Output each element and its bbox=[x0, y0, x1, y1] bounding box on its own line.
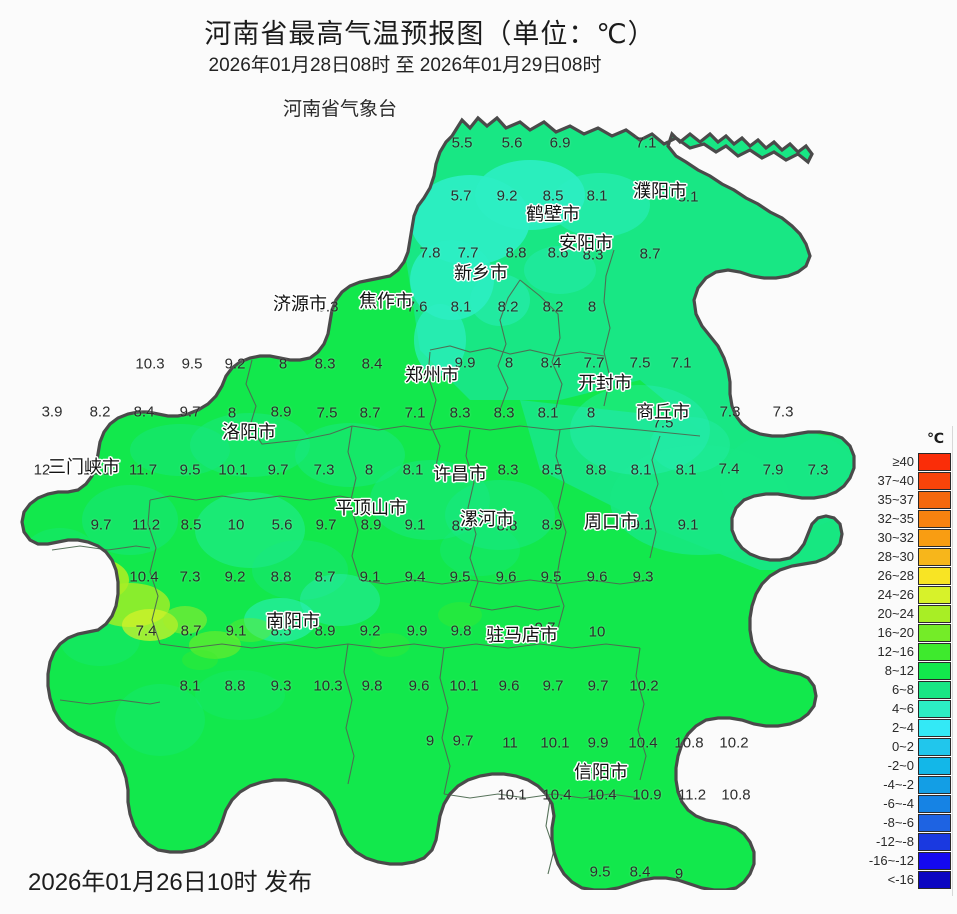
legend-band-swatch bbox=[918, 870, 951, 889]
legend-band: -2~0 bbox=[868, 756, 954, 775]
legend-band-label: 20~24 bbox=[877, 606, 914, 621]
legend-band-swatch bbox=[918, 718, 951, 737]
legend-band: 12~16 bbox=[868, 642, 954, 661]
legend-band-swatch bbox=[918, 699, 951, 718]
legend-band-swatch bbox=[918, 566, 951, 585]
legend-band-swatch bbox=[918, 452, 951, 471]
legend-band-swatch bbox=[918, 471, 951, 490]
legend-band-label: 37~40 bbox=[877, 473, 914, 488]
legend-band-label: ≥40 bbox=[892, 454, 914, 469]
legend-band-swatch bbox=[918, 604, 951, 623]
legend-band-swatch bbox=[918, 623, 951, 642]
legend-band: 16~20 bbox=[868, 623, 954, 642]
temperature-raster bbox=[22, 118, 854, 890]
legend-band-label: -6~-4 bbox=[883, 796, 914, 811]
legend-band-swatch bbox=[918, 585, 951, 604]
legend-band-swatch bbox=[918, 680, 951, 699]
legend-band-swatch bbox=[918, 661, 951, 680]
legend-band: -6~-4 bbox=[868, 794, 954, 813]
legend-band-label: 24~26 bbox=[877, 587, 914, 602]
legend-band: -4~-2 bbox=[868, 775, 954, 794]
legend-band-label: 2~4 bbox=[891, 720, 914, 735]
legend-band: -8~-6 bbox=[868, 813, 954, 832]
page-title: 河南省最高气温预报图（单位：℃） bbox=[204, 19, 656, 49]
legend-band: 32~35 bbox=[868, 509, 954, 528]
legend-band: 2~4 bbox=[868, 718, 954, 737]
legend-band: ≥40 bbox=[868, 452, 954, 471]
legend-band-label: -12~-8 bbox=[876, 834, 914, 849]
legend-band-label: 32~35 bbox=[877, 511, 914, 526]
legend-band-list: ≥40 37~40 35~37 32~35 30~32 28~30 26~28 24~26 20… bbox=[868, 452, 954, 889]
legend-band-swatch bbox=[918, 528, 951, 547]
legend-band: 37~40 bbox=[868, 471, 954, 490]
legend-band-swatch bbox=[918, 756, 951, 775]
temperature-legend: ℃ ≥40 37~40 35~37 32~35 30~32 28~30 26~28 24~26… bbox=[868, 426, 954, 896]
map-svg bbox=[20, 116, 856, 890]
legend-band: 28~30 bbox=[868, 547, 954, 566]
legend-band-swatch bbox=[918, 832, 951, 851]
legend-band-label: -2~0 bbox=[887, 758, 914, 773]
legend-band-label: -16~-12 bbox=[868, 853, 914, 868]
legend-band: 24~26 bbox=[868, 585, 954, 604]
legend-band-swatch bbox=[918, 509, 951, 528]
legend-band: -16~-12 bbox=[868, 851, 954, 870]
henan-temperature-map: 5.5 5.6 6.9 7.1 5.7 9.2 8.5 8.1 8.1 7.8 7.7 8.8 8.6 8… bbox=[0, 100, 860, 890]
legend-band: 35~37 bbox=[868, 490, 954, 509]
prefecture-boundaries bbox=[51, 249, 701, 875]
legend-band-label: 8~12 bbox=[884, 663, 914, 678]
legend-band: 8~12 bbox=[868, 661, 954, 680]
legend-band: 20~24 bbox=[868, 604, 954, 623]
legend-band: -12~-8 bbox=[868, 832, 954, 851]
legend-band-label: 28~30 bbox=[877, 549, 914, 564]
issuing-office: 河南省气象台 bbox=[282, 99, 397, 120]
legend-band-label: <-16 bbox=[887, 872, 914, 887]
legend-band-swatch bbox=[918, 813, 951, 832]
legend-band-label: 0~2 bbox=[891, 739, 914, 754]
legend-band-label: 30~32 bbox=[877, 530, 914, 545]
legend-band-label: 12~16 bbox=[877, 644, 914, 659]
legend-band-swatch bbox=[918, 737, 951, 756]
legend-band-label: 35~37 bbox=[877, 492, 914, 507]
legend-band-swatch bbox=[918, 490, 951, 509]
legend-band-label: -8~-6 bbox=[883, 815, 914, 830]
legend-band-swatch bbox=[918, 851, 951, 870]
legend-band: 4~6 bbox=[868, 699, 954, 718]
legend-band-label: 4~6 bbox=[891, 701, 914, 716]
legend-band-label: -4~-2 bbox=[883, 777, 914, 792]
legend-band-swatch bbox=[918, 642, 951, 661]
legend-band: 30~32 bbox=[868, 528, 954, 547]
legend-band-swatch bbox=[918, 547, 951, 566]
legend-unit-label: ℃ bbox=[927, 430, 944, 446]
forecast-period: 2026年01月28日08时 至 2026年01月29日08时 bbox=[208, 55, 602, 76]
legend-band: 0~2 bbox=[868, 737, 954, 756]
legend-band: 26~28 bbox=[868, 566, 954, 585]
legend-band: <-16 bbox=[868, 870, 954, 889]
legend-divider bbox=[952, 426, 953, 896]
legend-band: 6~8 bbox=[868, 680, 954, 699]
publish-time: 2026年01月26日10时 发布 bbox=[28, 869, 313, 896]
legend-band-swatch bbox=[918, 775, 951, 794]
legend-band-label: 6~8 bbox=[891, 682, 914, 697]
legend-band-label: 16~20 bbox=[877, 625, 914, 640]
legend-band-swatch bbox=[918, 794, 951, 813]
legend-band-label: 26~28 bbox=[877, 568, 914, 583]
